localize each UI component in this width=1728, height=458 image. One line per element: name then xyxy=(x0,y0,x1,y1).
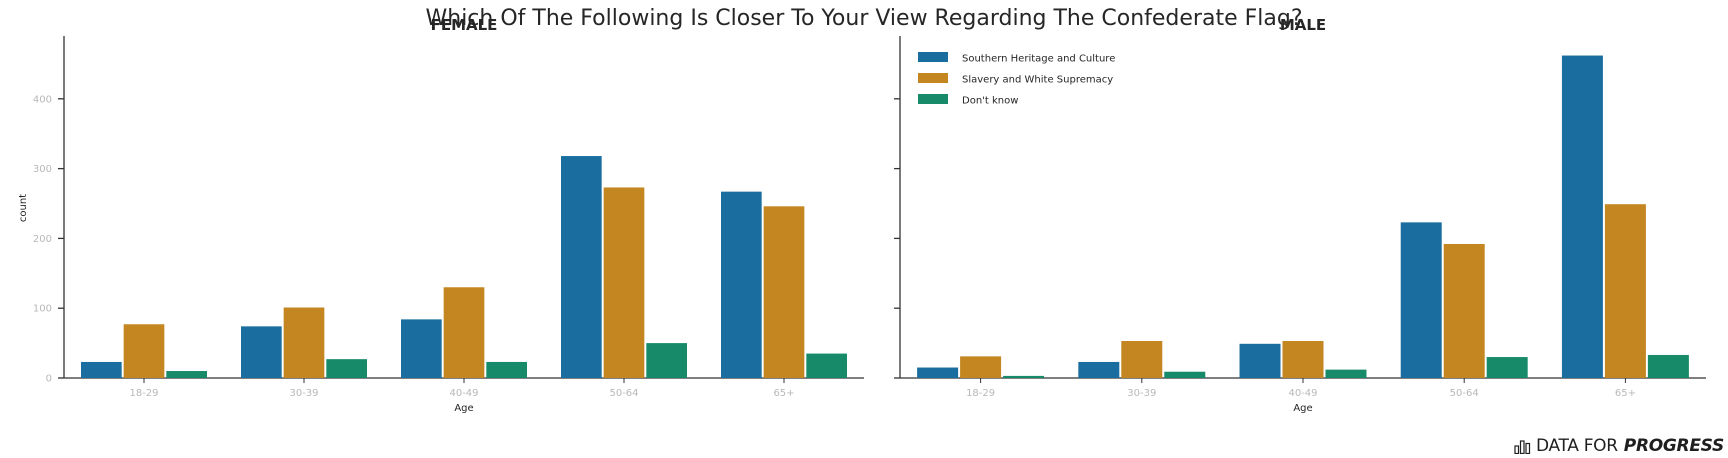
bar xyxy=(283,307,325,378)
bar xyxy=(806,353,847,378)
bar xyxy=(486,361,527,378)
bar xyxy=(763,206,805,378)
bar xyxy=(1164,371,1206,378)
x-tick-label: 40-49 xyxy=(1288,388,1317,399)
brand-text-data-for: DATA FOR xyxy=(1536,436,1618,456)
bar xyxy=(1239,343,1281,378)
bar xyxy=(1400,222,1442,378)
x-tick-label: 30-39 xyxy=(289,388,318,399)
legend-swatch xyxy=(918,73,948,83)
panel-title: MALE xyxy=(1280,16,1326,34)
y-tick-label: 100 xyxy=(33,304,52,315)
x-tick-label: 18-29 xyxy=(966,388,995,399)
y-tick-label: 200 xyxy=(33,234,52,245)
brand-logo: DATA FOR PROGRESS xyxy=(1514,434,1724,458)
legend-label: Don't know xyxy=(962,96,1018,107)
bar xyxy=(960,356,1002,378)
x-tick-label: 18-29 xyxy=(129,388,158,399)
bar xyxy=(1604,204,1646,378)
legend-label: Slavery and White Supremacy xyxy=(962,75,1113,86)
bar xyxy=(241,326,282,378)
bar xyxy=(1325,369,1367,378)
bar xyxy=(1561,55,1603,379)
bar xyxy=(326,359,367,378)
x-axis-label: Age xyxy=(454,403,473,414)
legend-label: Southern Heritage and Culture xyxy=(962,54,1115,65)
x-tick-label: 65+ xyxy=(773,388,794,399)
y-axis-label: count xyxy=(18,194,29,222)
bar xyxy=(1078,361,1120,378)
chart-title: Which Of The Following Is Closer To Your… xyxy=(426,6,1303,31)
x-tick-label: 65+ xyxy=(1615,388,1636,399)
y-tick-label: 400 xyxy=(33,94,52,105)
y-tick-label: 0 xyxy=(46,374,52,385)
bar xyxy=(917,367,959,378)
bar xyxy=(721,191,762,378)
bar xyxy=(561,156,602,378)
bar xyxy=(166,371,207,378)
x-tick-label: 40-49 xyxy=(449,388,478,399)
legend-swatch xyxy=(918,94,948,104)
bar xyxy=(1486,357,1528,378)
bar xyxy=(1282,341,1324,378)
x-tick-label: 50-64 xyxy=(1450,388,1479,399)
bar xyxy=(1443,243,1485,378)
bar xyxy=(443,287,485,378)
y-tick-label: 300 xyxy=(33,164,52,175)
x-tick-label: 50-64 xyxy=(609,388,638,399)
bar xyxy=(1121,341,1163,378)
bar xyxy=(1003,375,1045,378)
brand-text-progress: PROGRESS xyxy=(1623,436,1724,456)
bar xyxy=(401,319,442,378)
bar xyxy=(123,324,165,378)
x-tick-label: 30-39 xyxy=(1127,388,1156,399)
bar-chart-icon xyxy=(1514,439,1531,454)
x-axis-label: Age xyxy=(1293,403,1312,414)
bar xyxy=(603,187,645,378)
bar xyxy=(646,343,687,378)
legend-swatch xyxy=(918,52,948,62)
bar xyxy=(81,361,122,378)
panel-title: FEMALE xyxy=(431,16,498,34)
bar xyxy=(1647,354,1689,378)
